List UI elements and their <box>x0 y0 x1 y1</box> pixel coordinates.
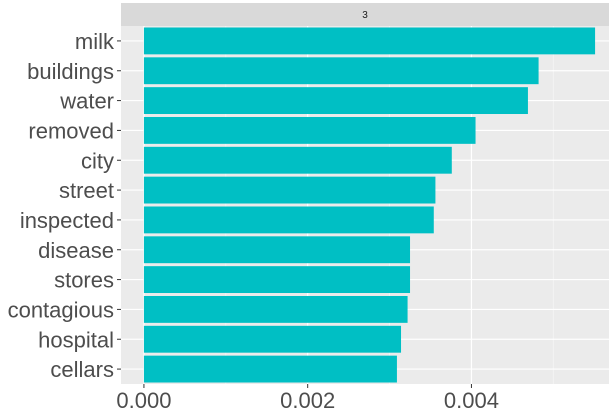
plot-panel <box>121 26 609 384</box>
y-tick-label: buildings <box>27 59 114 84</box>
facet-strip <box>121 3 609 26</box>
bar-cellars <box>143 355 397 383</box>
y-tick-label: street <box>59 178 114 203</box>
bar-removed <box>143 116 476 144</box>
bar-buildings <box>143 57 539 85</box>
y-tick-label: milk <box>75 29 115 54</box>
x-tick-label: 0.004 <box>444 388 499 409</box>
y-tick-label: stores <box>54 268 114 293</box>
bar-inspected <box>143 206 434 234</box>
y-tick-label: contagious <box>8 297 114 322</box>
y-tick-label: removed <box>28 118 114 143</box>
facet-strip-label: 3 <box>362 10 368 21</box>
bar-stores <box>143 266 411 294</box>
y-tick-label: hospital <box>38 327 114 352</box>
x-axis: 0.000 0.002 0.004 <box>116 384 499 413</box>
bar-street <box>143 176 436 204</box>
bar-water <box>143 87 528 115</box>
bar-hospital <box>143 325 402 353</box>
y-tick-label: water <box>59 89 114 114</box>
x-tick-label: 0.002 <box>280 388 335 409</box>
bar-milk <box>143 27 596 55</box>
y-tick-label: cellars <box>50 357 114 382</box>
x-tick-label: 0.000 <box>116 388 171 409</box>
bar-city <box>143 146 452 174</box>
y-tick-label: inspected <box>20 208 114 233</box>
y-axis: milk buildings water removed city street inspe… <box>8 29 121 382</box>
y-tick-label: disease <box>38 238 114 263</box>
bars <box>143 27 596 383</box>
bar-disease <box>143 236 411 264</box>
bar-contagious <box>143 295 408 323</box>
y-tick-label: city <box>81 148 114 173</box>
